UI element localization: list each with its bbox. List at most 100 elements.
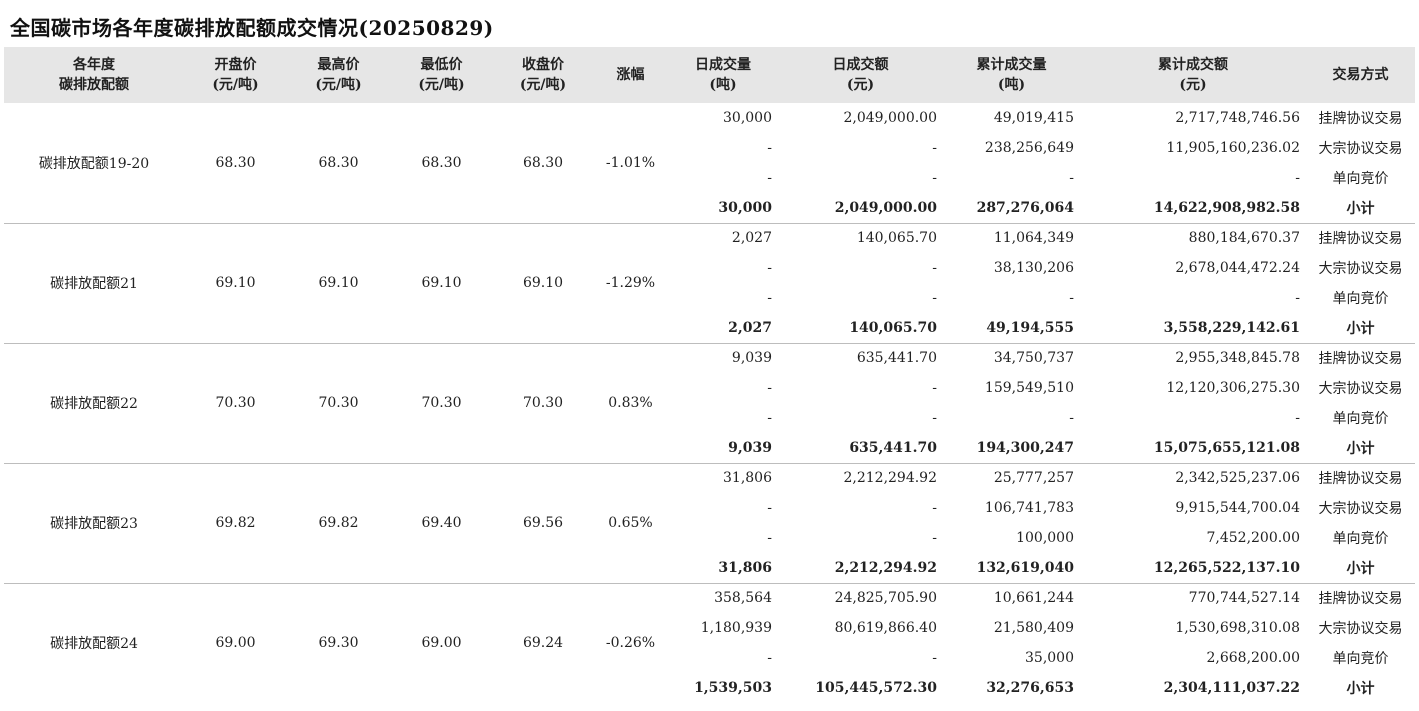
header-trade-method: 交易方式 [1332,67,1389,83]
cumulative-amount-cell: - [1295,410,1300,426]
trade-method-cell: 单向竞价 [1332,531,1389,547]
table-row: 1,180,939 80,619,866.40 21,580,409 1,530,69… [4,613,1415,643]
daily-amount-cell: 2,049,000.00 [843,110,937,126]
trade-method-cell: 挂牌协议交易 [1318,111,1403,127]
daily-volume-cell: 2,027 [668,313,778,344]
cumulative-amount-cell: 14,622,908,982.58 [1080,193,1306,224]
trade-method-cell: 挂牌协议交易 [1318,471,1403,488]
daily-amount-cell: 635,441.70 [856,350,937,367]
open-price-cell: 68.30 [184,103,287,224]
trade-method-cell: 单向竞价 [1332,411,1389,427]
change-cell: -0.26% [605,635,656,652]
low-price-cell: 69.00 [421,635,462,652]
cumulative-volume-cell: 49,019,415 [993,110,1074,126]
trade-method-cell: 小计 [1346,681,1375,697]
open-price-cell: 69.82 [184,463,287,584]
cumulative-volume-cell: 38,130,206 [993,260,1074,276]
table-row: - - 238,256,649 11,905,160,236.02 大宗协议交易 [4,133,1415,163]
carbon-trading-table: 各年度 碳排放配额 开盘价 (元/吨) 最高价 (元/吨) 最低价 (元/吨) 收盘价(… [4,47,1415,703]
table-body: 碳排放配额19-20 68.30 68.30 68.30 68.30 -1.01% 30,0… [4,103,1415,703]
page-title: 全国碳市场各年度碳排放配额成交情况(20250829) [10,16,494,40]
high-price-cell: 69.10 [287,223,390,344]
header-low-price: 最低价 (元/吨) [418,57,465,93]
daily-volume-cell: - [767,290,772,306]
subtotal-row: 9,039 635,441.70 194,300,247 15,075,655,121… [4,433,1415,464]
daily-volume-cell: 9,039 [668,433,778,464]
table-header-row: 各年度 碳排放配额 开盘价 (元/吨) 最高价 (元/吨) 最低价 (元/吨) 收盘价(… [4,47,1415,103]
cumulative-volume-cell: 32,276,653 [986,680,1074,696]
subtotal-row: 30,000 2,049,000.00 287,276,064 14,622,908,… [4,193,1415,224]
daily-volume-cell: 30,000 [723,110,772,126]
cumulative-volume-cell: 11,064,349 [993,230,1074,247]
change-cell: -1.29% [593,223,668,344]
daily-amount-cell: - [932,380,937,396]
trade-method-cell: 大宗协议交易 [1318,501,1403,517]
table-row: - - 100,000 7,452,200.00 单向竞价 [4,523,1415,553]
change-cell: -1.01% [593,103,668,224]
cumulative-amount-cell: 15,075,655,121.08 [1080,433,1306,464]
daily-volume-cell: - [767,260,772,276]
cumulative-amount-cell: 11,905,160,236.02 [1166,140,1300,156]
table-row: - - 106,741,783 9,915,544,700.04 大宗协议交易 [4,493,1415,523]
header-change: 涨幅 [616,67,645,83]
daily-amount-cell: 24,825,705.90 [834,590,937,607]
daily-amount-cell: - [932,260,937,276]
open-price-cell: 69.00 [215,635,256,652]
cumulative-volume-cell: - [1069,290,1074,306]
table-row: - - 159,549,510 12,120,306,275.30 大宗协议交易 [4,373,1415,403]
low-price-cell: 70.30 [390,343,493,464]
daily-volume-cell: 30,000 [668,193,778,224]
group-name-cell: 碳排放配额22 [4,343,184,464]
table-row: 碳排放配额19-20 68.30 68.30 68.30 68.30 -1.01% 30,0… [4,103,1415,224]
cumulative-amount-cell: 2,304,111,037.22 [1163,680,1300,696]
cumulative-amount-cell: 3,558,229,142.61 [1080,313,1306,344]
daily-amount-cell: - [932,410,937,426]
cumulative-volume-cell: 25,777,257 [993,470,1074,487]
daily-amount-cell: 105,445,572.30 [815,680,937,696]
table-row: - - - - 单向竞价 [4,283,1415,313]
daily-amount-cell: - [932,650,937,666]
high-price-cell: 70.30 [287,343,390,464]
cumulative-volume-cell: - [1069,170,1074,186]
carbon-trading-table-container: 各年度 碳排放配额 开盘价 (元/吨) 最高价 (元/吨) 最低价 (元/吨) 收盘价(… [4,47,1415,703]
open-price-cell: 69.10 [184,223,287,344]
table-row: - - - - 单向竞价 [4,163,1415,193]
daily-amount-cell: - [932,530,937,546]
close-price-cell: 68.30 [493,103,593,224]
cumulative-volume-cell: 132,619,040 [943,553,1080,584]
cumulative-volume-cell: 287,276,064 [943,193,1080,224]
table-row: - - 38,130,206 2,678,044,472.24 大宗协议交易 [4,253,1415,283]
trade-method-cell: 单向竞价 [1332,291,1389,307]
daily-amount-cell: - [932,500,937,516]
cumulative-volume-cell: 49,194,555 [943,313,1080,344]
low-price-cell: 69.40 [390,463,493,584]
high-price-cell: 69.30 [318,635,359,652]
trade-method-cell: 小计 [1306,193,1415,224]
header-open-price: 开盘价 (元/吨) [212,57,259,93]
group-name-cell: 碳排放配额21 [4,223,184,344]
close-price-cell: 69.56 [493,463,593,584]
daily-amount-cell: - [932,170,937,186]
daily-amount-cell: 80,619,866.40 [834,620,937,636]
cumulative-amount-cell: 770,744,527.14 [1188,590,1300,607]
group-name-cell: 碳排放配额19-20 [4,103,184,224]
close-price-cell: 69.10 [493,223,593,344]
header-cumulative-amount: 累计成交额 (元) [1158,57,1228,93]
daily-amount-cell: 2,049,000.00 [778,193,943,224]
table-row: - - - - 单向竞价 [4,403,1415,433]
change-cell: 0.65% [593,463,668,584]
cumulative-amount-cell: 1,530,698,310.08 [1175,620,1300,636]
open-price-cell: 70.30 [184,343,287,464]
daily-volume-cell: - [767,650,772,666]
high-price-cell: 68.30 [287,103,390,224]
close-price-cell: 70.30 [493,343,593,464]
cumulative-amount-cell: 2,955,348,845.78 [1175,350,1300,367]
trade-method-cell: 挂牌协议交易 [1318,591,1403,608]
cumulative-amount-cell: 9,915,544,700.04 [1175,500,1300,516]
cumulative-volume-cell: 238,256,649 [984,140,1074,156]
high-price-cell: 69.82 [287,463,390,584]
header-year-quota: 各年度 碳排放配额 [59,57,129,93]
header-high-price: 最高价 (元/吨) [315,57,362,93]
daily-amount-cell: - [932,140,937,156]
daily-volume-cell: - [767,170,772,186]
